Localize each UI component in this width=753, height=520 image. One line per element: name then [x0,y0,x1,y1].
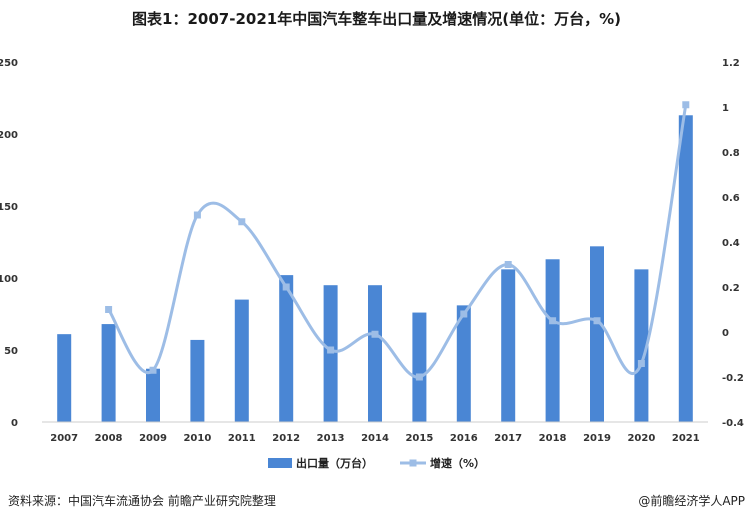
bar-2015 [412,312,427,422]
growth-marker-2020 [637,360,645,367]
growth-marker-2008 [105,306,113,313]
growth-marker-2018 [549,317,557,325]
legend: 出口量（万台） 增速（%） [268,456,485,470]
x-tick-label: 2019 [583,433,611,444]
x-tick-label: 2012 [272,433,300,444]
x-tick-label: 2014 [361,433,389,444]
bar-2009 [146,368,160,422]
left-tick-label: 250 [0,58,18,69]
growth-marker-2021 [682,101,690,109]
legend-line-label: 增速（%） [430,456,485,470]
right-tick-label: -0.4 [722,418,744,429]
right-tick-label: 0.2 [722,283,740,294]
bar-2010 [190,339,205,422]
x-tick-label: 2009 [139,433,167,444]
growth-marker-2017 [504,261,512,268]
bar-2018 [545,259,560,422]
bar-2014 [368,285,382,422]
chart-title: 图表1：2007-2021年中国汽车整车出口量及增速情况(单位：万台，%) [132,10,621,28]
legend-line-marker [409,459,417,467]
legend-bar-label: 出口量（万台） [296,456,373,470]
right-tick-label: 1.2 [722,58,740,69]
x-tick-label: 2021 [672,433,700,444]
x-tick-label: 2018 [539,433,567,444]
right-tick-label: 0 [722,328,729,339]
right-tick-label: 0.4 [722,238,740,249]
growth-marker-2014 [371,330,379,338]
growth-marker-2011 [238,218,246,226]
legend-bar-swatch [268,458,292,468]
credit-label: @前瞻经济学人APP [638,494,745,508]
growth-marker-2010 [193,211,201,219]
bar-series [57,115,693,422]
x-tick-label: 2020 [627,433,655,444]
bar-2020 [634,269,649,422]
left-tick-label: 100 [0,274,18,285]
left-tick-label: 200 [0,130,18,141]
bar-2012 [279,275,294,422]
right-tick-label: 1 [722,103,729,114]
growth-marker-2016 [460,310,468,318]
left-tick-label: 150 [0,202,18,213]
bar-2019 [590,246,604,422]
x-tick-label: 2008 [95,433,123,444]
growth-marker-2015 [415,373,423,381]
right-tick-label: -0.2 [722,373,744,384]
left-tick-label: 50 [4,346,18,357]
growth-marker-2019 [593,317,601,325]
bar-2021 [678,115,693,422]
x-tick-label: 2011 [228,433,256,444]
x-tick-label: 2016 [450,433,478,444]
x-tick-label: 2017 [494,433,522,444]
growth-marker-2012 [282,283,290,291]
growth-marker-2009 [149,366,157,374]
bar-2007 [57,334,72,422]
bar-2013 [323,285,338,422]
bar-2008 [101,324,116,422]
growth-marker-2013 [327,346,335,354]
x-tick-label: 2007 [50,433,78,444]
right-tick-label: 0.8 [722,148,740,159]
x-tick-label: 2015 [405,433,433,444]
bar-2016 [456,305,471,422]
right-axis-labels: -0.4 -0.2 0 0.2 0.4 0.6 0.8 1 1.2 [722,58,744,429]
x-tick-label: 2013 [317,433,345,444]
right-tick-label: 0.6 [722,193,740,204]
line-series [105,101,690,381]
bar-2011 [234,299,249,422]
x-axis-labels: 2007 2008 2009 2010 2011 2012 2013 2014 2015 2016… [50,433,699,444]
bar-2017 [501,269,516,422]
source-note: 资料来源：中国汽车流通协会 前瞻产业研究院整理 [8,494,276,508]
left-axis-labels: 0 50 100 150 200 250 [0,58,18,429]
left-tick-label: 0 [11,418,18,429]
x-tick-label: 2010 [183,433,211,444]
